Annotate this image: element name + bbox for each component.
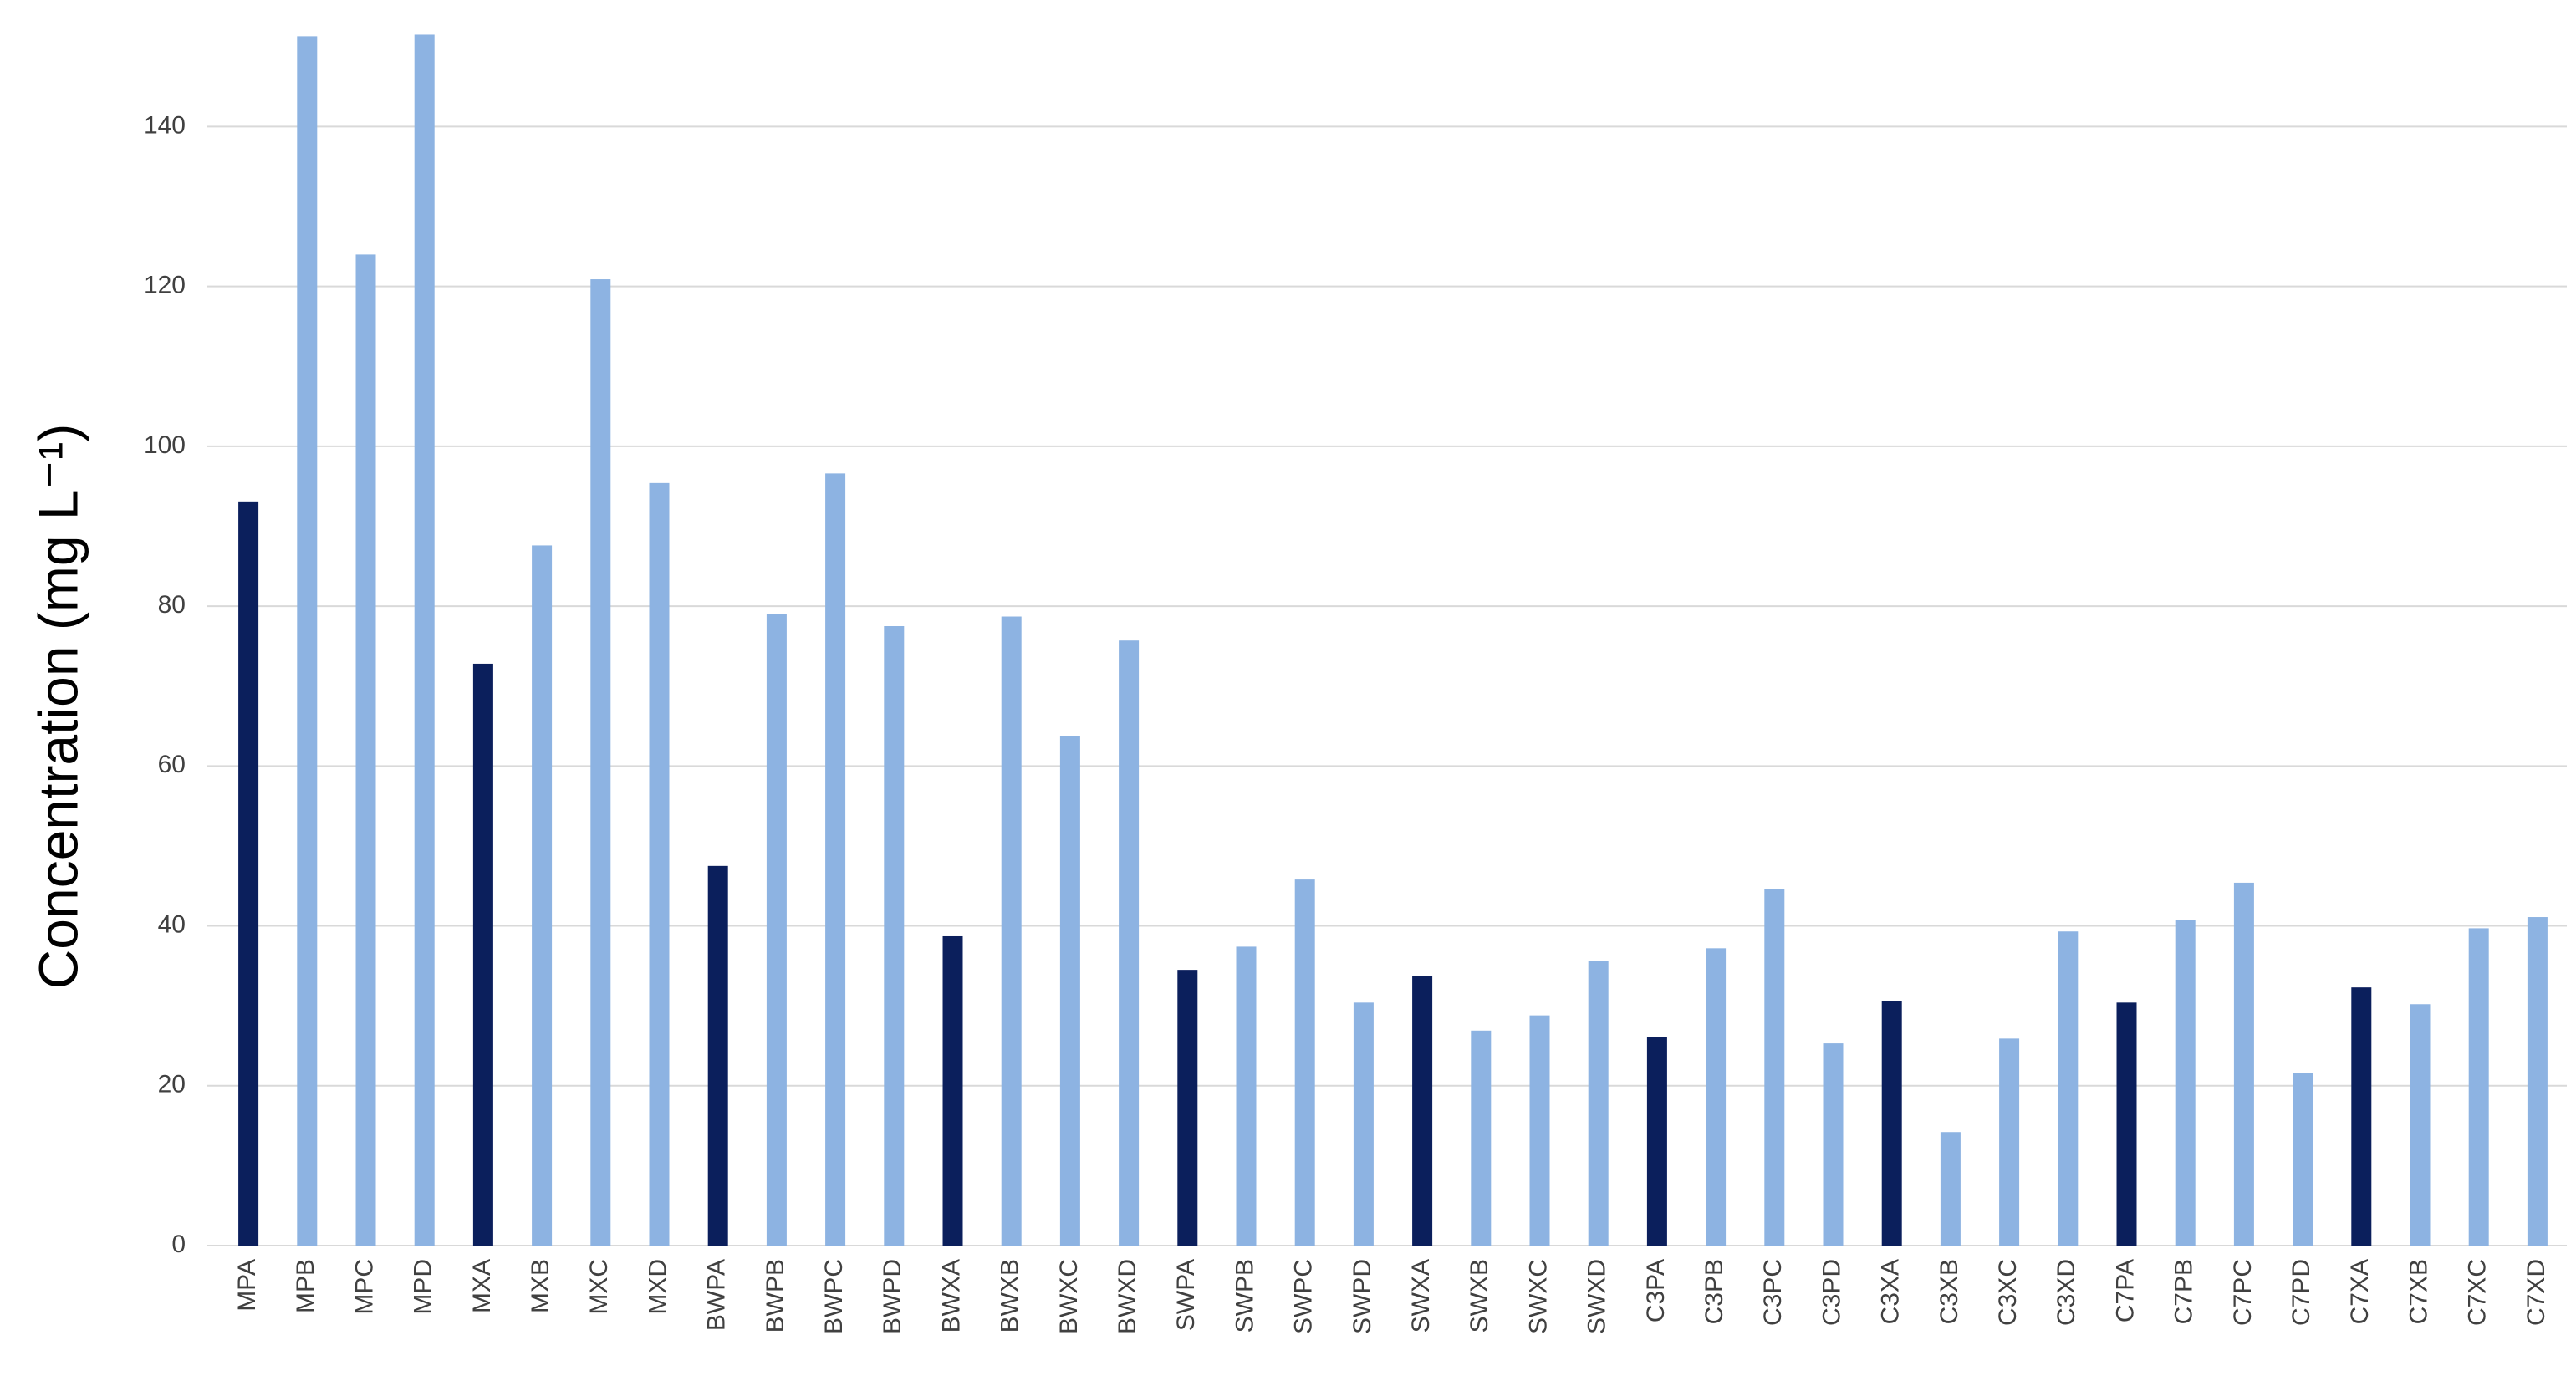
x-tick-label: SWPC — [1290, 1259, 1318, 1334]
bar — [532, 545, 553, 1246]
bar — [472, 663, 493, 1246]
bar — [1646, 1037, 1667, 1246]
y-tick-label: 80 — [158, 591, 186, 619]
bar — [1706, 948, 1727, 1246]
bar — [1940, 1132, 1961, 1246]
x-tick-label: MXD — [644, 1259, 671, 1315]
bar — [707, 865, 728, 1246]
bar — [1764, 889, 1785, 1246]
x-tick-label: MPD — [410, 1259, 437, 1315]
bar — [414, 34, 435, 1246]
bar — [1529, 1015, 1550, 1246]
x-tick-label: C7XA — [2346, 1259, 2374, 1324]
x-tick-label: C3PB — [1701, 1259, 1728, 1324]
bar — [2468, 928, 2489, 1246]
x-tick-label: SWXD — [1584, 1259, 1611, 1334]
x-tick-label: MXC — [585, 1259, 613, 1315]
bar — [1059, 736, 1080, 1246]
bar — [2116, 1002, 2137, 1246]
x-tick-label: C3XC — [1994, 1259, 2022, 1326]
x-tick-label: BWPC — [820, 1259, 848, 1334]
x-tick-label: BWXD — [1114, 1259, 1141, 1334]
bar — [590, 279, 611, 1246]
x-tick-label: C7XC — [2464, 1259, 2492, 1326]
bar — [1588, 961, 1609, 1246]
bar — [942, 935, 963, 1246]
bar — [238, 501, 259, 1246]
y-tick-label: 20 — [158, 1071, 186, 1098]
x-tick-label: C7PA — [2111, 1259, 2139, 1322]
bar — [1177, 970, 1198, 1246]
x-tick-label: BWPD — [879, 1259, 906, 1334]
bar — [1001, 616, 1022, 1246]
x-tick-label: C3XB — [1936, 1259, 1963, 1324]
x-tick-label: C7PB — [2170, 1259, 2198, 1324]
x-tick-label: MPC — [350, 1259, 378, 1315]
x-tick-label: SWPB — [1231, 1259, 1258, 1333]
x-tick-label: C7XD — [2522, 1259, 2550, 1326]
x-tick-label: SWPA — [1172, 1259, 1200, 1331]
bar — [2527, 917, 2548, 1246]
y-tick-label: 60 — [158, 751, 186, 778]
x-tick-label: MXB — [527, 1259, 554, 1313]
x-tick-label: C3XD — [2053, 1259, 2080, 1326]
x-tick-label: BWXB — [997, 1259, 1024, 1333]
bar — [2058, 931, 2079, 1246]
x-tick-label: C3PA — [1642, 1259, 1670, 1322]
y-tick-label: 0 — [171, 1231, 186, 1258]
bar — [884, 626, 905, 1246]
bar — [1999, 1038, 2020, 1246]
bar — [2175, 920, 2196, 1246]
y-tick-label: 100 — [144, 431, 186, 459]
bar — [1236, 946, 1257, 1246]
x-tick-label: C7PC — [2229, 1259, 2257, 1326]
bar — [1823, 1043, 1844, 1246]
y-tick-label: 140 — [144, 111, 186, 139]
x-tick-label: BWXC — [1055, 1259, 1083, 1334]
bar — [1471, 1030, 1492, 1246]
bar — [2233, 882, 2254, 1246]
bar — [1294, 879, 1315, 1246]
x-tick-label: BWXA — [937, 1259, 965, 1333]
bar — [1119, 640, 1140, 1246]
bar — [1881, 1001, 1902, 1246]
x-tick-label: SWXC — [1524, 1259, 1552, 1334]
x-tick-label: C3XA — [1877, 1259, 1905, 1324]
x-tick-label: MPB — [292, 1259, 319, 1313]
bar — [825, 473, 846, 1246]
bar — [1353, 1002, 1374, 1246]
x-tick-label: MPA — [233, 1259, 261, 1312]
bar — [766, 614, 787, 1246]
y-axis-title: Concentration (mg L⁻¹) — [27, 424, 89, 990]
x-tick-label: C7XB — [2405, 1259, 2432, 1324]
x-tick-label: BWPA — [703, 1259, 731, 1331]
y-tick-label: 120 — [144, 272, 186, 299]
bar — [649, 482, 670, 1246]
bar — [355, 254, 376, 1246]
x-tick-label: C3PD — [1818, 1259, 1845, 1326]
x-tick-label: MXA — [468, 1259, 496, 1313]
x-tick-label: SWXB — [1466, 1259, 1493, 1333]
x-tick-label: C7PD — [2288, 1259, 2315, 1326]
x-tick-label: SWXA — [1407, 1259, 1435, 1333]
bar — [2293, 1073, 2313, 1246]
bar — [1412, 976, 1433, 1246]
x-tick-label: SWPD — [1349, 1259, 1376, 1334]
bar — [297, 36, 318, 1246]
y-tick-label: 40 — [158, 910, 186, 938]
bar — [2351, 987, 2372, 1246]
x-tick-label: C3PC — [1759, 1259, 1787, 1326]
x-tick-label: BWPB — [762, 1259, 789, 1333]
bar — [2410, 1004, 2431, 1246]
